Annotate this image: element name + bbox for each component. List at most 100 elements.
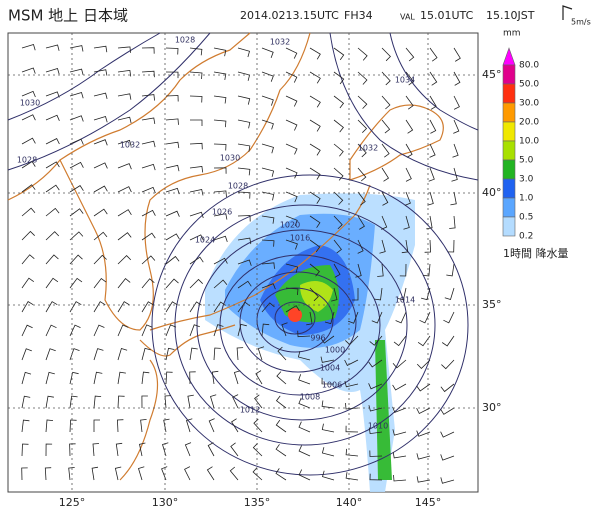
wind-barb [416,383,431,392]
wind-barb [69,208,84,217]
wind-barb [298,397,311,409]
wind-barb [189,142,203,150]
wind-barb [189,256,204,265]
wind-barb [405,143,413,158]
wind-barb [298,421,311,433]
wind-barb [21,90,36,98]
wind-barb [344,359,359,366]
wind-barb [451,167,458,182]
wind-barb [404,191,411,206]
wind-barb [392,429,407,436]
wind-barb [368,427,383,435]
wind-barb [261,283,276,290]
isobar-label: 1030 [20,99,40,108]
wind-barb [117,324,129,337]
wind-barb [333,95,345,109]
wind-barb [420,287,431,301]
wind-barb [21,230,35,241]
wind-barb [393,335,407,347]
wind-barb [45,161,60,169]
wind-barb [45,277,59,289]
wind-barb [69,443,76,457]
wind-barb [189,324,200,337]
wind-barb [285,191,298,203]
wind-barb [261,323,270,337]
wind-barb [68,467,75,481]
legend-label: 30.0 [519,99,539,109]
isobar-label: 1012 [240,406,260,415]
wind-barb [164,395,172,409]
wind-barb [93,231,108,241]
wind-barb [93,69,108,76]
wind-barb [117,186,132,193]
wind-barb [450,191,457,206]
wind-barb [440,477,455,484]
wind-barb [352,288,359,301]
wind-barb [285,119,298,131]
wind-barb [309,95,321,108]
wind-barb [213,190,227,197]
wind-barb [69,348,80,361]
wind-barb [261,302,275,313]
wind-barb [117,395,125,409]
wind-barb [355,263,362,278]
wind-barb [261,71,274,82]
lon-label: 140° [336,496,363,509]
wind-barb [397,287,407,301]
wind-barb [161,466,168,481]
wind-barb [45,138,60,145]
wind-barb [189,189,204,196]
wind-barb [21,137,36,145]
wind-barb [374,287,383,301]
wind-barb [141,255,156,265]
isobar-label: 996 [310,334,325,343]
wind-barb [285,215,298,227]
wind-barb [261,143,274,154]
wind-barb [213,347,221,361]
wind-barb [429,119,437,134]
wind-barb [320,356,335,363]
legend-swatch [502,216,516,237]
wind-barb [333,263,341,278]
lat-label: 40° [482,186,502,199]
wind-barb [321,447,335,457]
wind-barb [381,119,391,134]
wind-barb [213,71,227,80]
wind-barb [285,143,298,155]
wind-barb [93,324,105,337]
wind-barb [229,466,239,481]
wind-barb [275,419,287,433]
wind-barb [405,95,414,110]
wind-barb [452,143,459,158]
wind-barb [252,467,263,481]
wind-barb [189,47,203,56]
wind-barb [441,335,455,347]
wind-barb [213,279,228,289]
legend-label: 50.0 [519,80,539,90]
wind-barb [403,215,410,230]
isobar-label: 1016 [290,234,310,243]
wind-barb [275,395,287,409]
wind-barb [381,215,388,230]
wind-barb [381,167,390,182]
wind-barb [237,280,252,289]
isobar-label: 1010 [368,422,388,431]
wind-barb [189,166,204,173]
legend-swatch [502,64,516,85]
wind-barb [416,453,431,460]
wind-barb [189,371,196,385]
wind-barb [93,116,108,123]
wind-barb [233,370,241,385]
wind-barb [45,419,54,433]
wind-barb [401,239,409,254]
wind-barb [165,324,177,337]
wind-barb [21,324,33,337]
wind-barb [114,466,122,481]
wind-barb [285,71,298,83]
wind-barb [141,47,155,54]
wind-barb [189,301,202,313]
wind-barb [261,191,275,201]
wind-barb [117,69,132,77]
wind-barb [297,330,311,338]
wind-barb [276,371,287,385]
